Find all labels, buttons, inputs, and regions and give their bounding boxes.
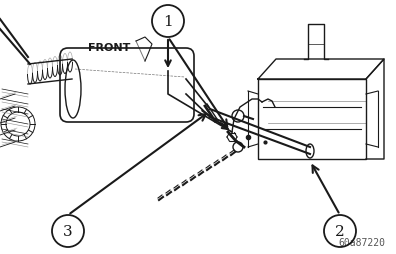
Text: 60a87220: 60a87220 — [338, 237, 385, 247]
Text: 3: 3 — [63, 224, 73, 238]
Text: FRONT: FRONT — [88, 43, 130, 53]
Bar — [258, 80, 366, 159]
Text: 1: 1 — [163, 15, 173, 29]
Text: 2: 2 — [335, 224, 345, 238]
